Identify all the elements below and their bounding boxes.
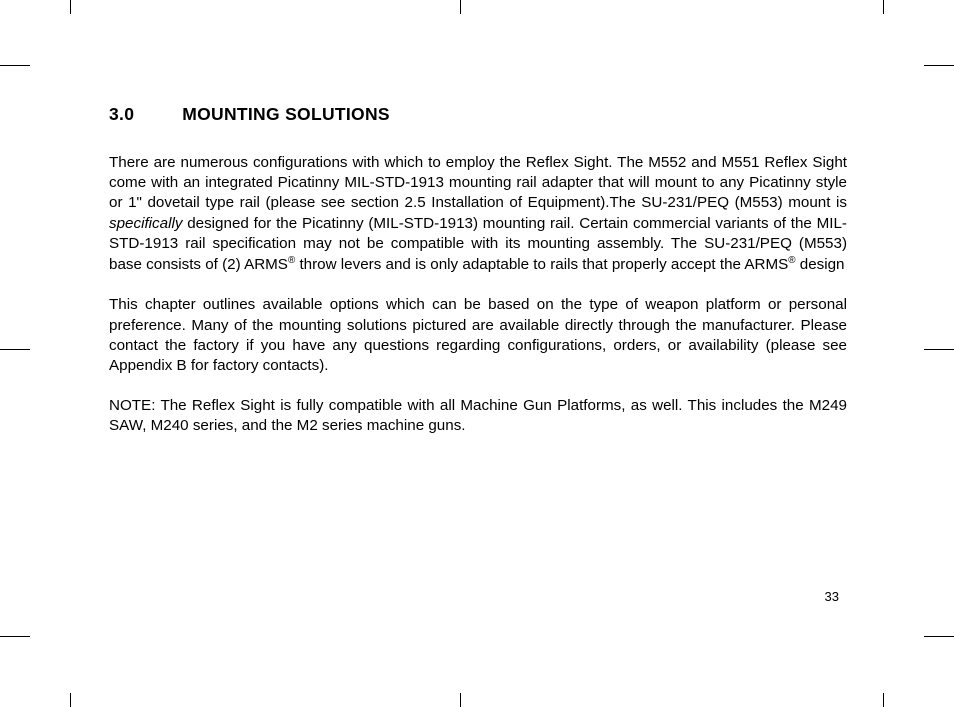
section-title: MOUNTING SOLUTIONS: [182, 104, 390, 124]
text-run: There are numerous configurations with w…: [109, 154, 847, 211]
paragraph-1: There are numerous configurations with w…: [109, 153, 847, 275]
crop-mark: [70, 0, 71, 14]
page-content: 3.0 MOUNTING SOLUTIONS There are numerous…: [109, 104, 847, 457]
section-number: 3.0: [109, 104, 134, 125]
crop-mark: [0, 636, 30, 637]
crop-mark: [924, 636, 954, 637]
crop-mark: [0, 65, 30, 66]
page-number: 33: [825, 589, 839, 604]
text-run: throw levers and is only adaptable to ra…: [295, 256, 788, 273]
crop-mark: [460, 0, 461, 14]
registered-symbol: ®: [788, 255, 795, 266]
crop-mark: [924, 349, 954, 350]
crop-mark: [924, 65, 954, 66]
italic-text: specifically: [109, 215, 182, 232]
text-run: design: [796, 256, 845, 273]
crop-mark: [70, 693, 71, 707]
crop-mark: [883, 693, 884, 707]
crop-mark: [460, 693, 461, 707]
crop-mark: [883, 0, 884, 14]
crop-mark: [0, 349, 30, 350]
section-heading: 3.0 MOUNTING SOLUTIONS: [109, 104, 847, 125]
paragraph-2: This chapter outlines available options …: [109, 295, 847, 376]
paragraph-3: NOTE: The Reflex Sight is fully compatib…: [109, 396, 847, 436]
